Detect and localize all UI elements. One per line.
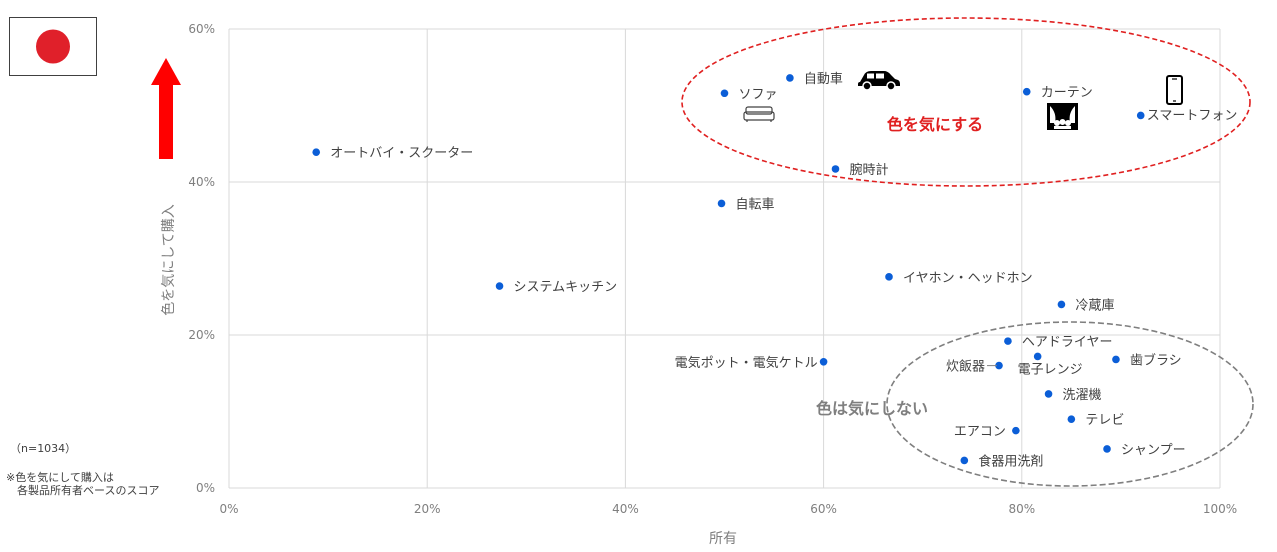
data-point <box>717 199 726 208</box>
data-label: スマートフォン <box>1147 108 1238 123</box>
care-annotation: 色を気にする <box>887 115 983 134</box>
data-label: ソファ <box>739 87 778 102</box>
data-point <box>1012 426 1020 435</box>
data-point <box>1112 355 1120 364</box>
care-group-ellipse <box>681 17 1251 187</box>
data-label: 電気ポット・電気ケトル <box>675 355 818 371</box>
data-label: イヤホン・ヘッドホン <box>903 271 1033 286</box>
smartphone-icon <box>1166 75 1183 105</box>
x-tick-label: 100% <box>1203 502 1237 516</box>
data-point <box>831 165 840 173</box>
data-point <box>495 282 504 290</box>
x-tick-label: 20% <box>414 502 441 516</box>
data-label: テレビ <box>1085 413 1124 428</box>
sample-size-note: （n=1034） <box>10 442 77 455</box>
y-tick-label: 20% <box>188 328 215 342</box>
data-point <box>819 357 828 366</box>
y-tick-label: 40% <box>188 175 215 189</box>
footnote-line-2: 各製品所有者ベースのスコア <box>6 484 160 497</box>
data-label: 洗濯機 <box>1063 388 1102 403</box>
data-point <box>960 456 969 465</box>
x-axis-ticks: 0% 20% 40% 60% 80% 100% <box>219 502 1237 516</box>
data-label: 腕時計 <box>849 162 888 178</box>
sofa-icon <box>743 106 775 122</box>
data-point <box>1004 337 1012 345</box>
data-point <box>312 148 321 156</box>
data-points <box>312 74 1145 465</box>
x-tick-label: 80% <box>1008 502 1035 516</box>
data-label: 炊飯器 <box>946 360 985 375</box>
data-label: 歯ブラシ <box>1130 352 1182 368</box>
data-label: オートバイ・スクーター <box>330 146 473 161</box>
data-label: システムキッチン <box>514 280 618 295</box>
dont-care-annotation: 色は気にしない <box>816 399 928 418</box>
data-point <box>885 273 893 281</box>
car-icon <box>858 71 900 91</box>
data-point <box>1067 415 1076 423</box>
x-axis-title: 所有 <box>709 531 737 547</box>
data-point <box>1057 300 1066 309</box>
data-point <box>720 89 729 98</box>
data-label: 食器用洗剤 <box>978 453 1043 469</box>
y-tick-label: 0% <box>196 481 215 495</box>
data-label: 自転車 <box>736 197 775 212</box>
data-label: 冷蔵庫 <box>1075 298 1114 313</box>
data-point <box>1022 87 1031 96</box>
data-point <box>1044 390 1053 398</box>
data-label: エアコン <box>954 425 1006 440</box>
data-point <box>1103 445 1111 453</box>
data-label: ヘアドライヤー <box>1022 335 1113 350</box>
footnote-line-1: ※色を気にして購入は <box>6 471 114 484</box>
data-point <box>1136 111 1145 120</box>
data-point <box>786 74 794 82</box>
data-point <box>995 361 1003 370</box>
y-tick-label: 60% <box>188 22 215 36</box>
x-tick-label: 40% <box>612 502 639 516</box>
data-label: シャンプー <box>1121 443 1186 458</box>
grid-lines <box>228 28 1221 489</box>
japan-flag-icon <box>9 17 97 76</box>
data-point <box>1033 352 1042 361</box>
y-axis-ticks: 0% 20% 40% 60% <box>188 22 215 495</box>
curtain-icon <box>1047 103 1078 130</box>
data-label: カーテン <box>1041 86 1093 101</box>
red-up-arrow-icon <box>151 58 181 159</box>
x-tick-label: 60% <box>810 502 837 516</box>
x-tick-label: 0% <box>219 502 238 516</box>
data-label: 自動車 <box>804 72 843 87</box>
dont-care-group-ellipse <box>886 321 1254 487</box>
data-label: 電子レンジ <box>1018 362 1083 377</box>
y-axis-title: 色を気にして購入 <box>160 204 177 316</box>
